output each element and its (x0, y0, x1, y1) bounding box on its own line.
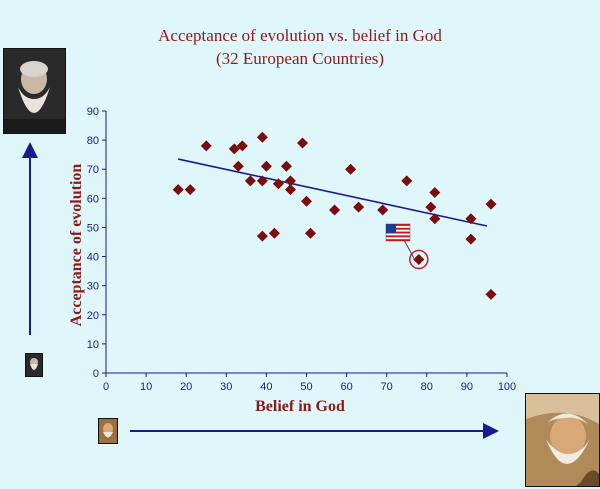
ticks: 0 10 20 30 40 50 60 70 80 90 100 0 10 20 30 40 50 60 70 80 9… (87, 106, 516, 393)
x-tick-label: 50 (300, 381, 312, 393)
data-point (244, 175, 256, 187)
data-point (296, 137, 308, 149)
data-point (256, 230, 268, 242)
y-tick-label: 0 (93, 368, 99, 380)
y-tick-label: 70 (87, 164, 99, 176)
x-tick-label: 20 (180, 381, 192, 393)
x-tick-label: 0 (103, 381, 109, 393)
data-point (377, 204, 389, 216)
x-tick-label: 30 (220, 381, 232, 393)
axes (105, 111, 507, 374)
data-point (284, 184, 296, 196)
x-axis-label: Belief in God (255, 398, 345, 415)
y-tick-label: 40 (87, 252, 99, 264)
x-tick-label: 40 (260, 381, 272, 393)
highlight-data-point (413, 253, 425, 265)
data-point (429, 187, 441, 199)
god-painting (525, 393, 600, 487)
data-point (200, 140, 212, 152)
y-axis-label: Acceptance of evolution (68, 164, 85, 327)
x-tick-label: 90 (461, 381, 473, 393)
x-tick-label: 10 (140, 381, 152, 393)
y-tick-label: 60 (87, 193, 99, 205)
data-point (260, 160, 272, 172)
x-tick-label: 70 (381, 381, 393, 393)
data-point (401, 175, 413, 187)
data-point (301, 195, 312, 207)
data-point (345, 163, 357, 175)
trendline (178, 158, 488, 227)
data-point (272, 178, 284, 190)
y-tick-label: 10 (87, 339, 99, 351)
us-flag-icon (385, 223, 414, 260)
y-tick-label: 20 (87, 310, 99, 322)
data-point (425, 201, 437, 213)
data-points (172, 131, 497, 300)
data-point (232, 160, 244, 172)
x-tick-label: 60 (340, 381, 352, 393)
data-point (172, 184, 184, 196)
highlight-circle (409, 249, 429, 270)
data-point (485, 198, 497, 210)
y-tick-label: 80 (87, 135, 99, 147)
chart-title: Acceptance of evolution vs. belief in Go… (158, 26, 442, 45)
data-point (284, 175, 296, 187)
darwin-portrait (3, 48, 66, 134)
data-point (465, 213, 477, 225)
y-tick-label: 30 (87, 281, 99, 293)
data-point (305, 227, 317, 239)
x-tick-label: 100 (498, 381, 516, 393)
data-point (429, 213, 441, 225)
y-tick-label: 50 (87, 222, 99, 234)
data-point (268, 227, 280, 239)
data-point (256, 131, 268, 143)
data-point (184, 184, 196, 196)
data-point (236, 140, 248, 152)
y-tick-label: 90 (87, 106, 99, 118)
data-point (353, 201, 365, 213)
trend-line (178, 158, 488, 227)
small-darwin-portrait (25, 353, 43, 377)
axis-labels: Belief in God Acceptance of evolution (68, 164, 345, 415)
x-tick-label: 80 (421, 381, 433, 393)
data-point (485, 288, 497, 300)
data-point (280, 160, 292, 172)
chart-subtitle: (32 European Countries) (215, 49, 385, 68)
data-point (329, 204, 341, 216)
data-point (256, 175, 268, 187)
small-god-painting (98, 418, 118, 444)
data-point (465, 233, 477, 245)
